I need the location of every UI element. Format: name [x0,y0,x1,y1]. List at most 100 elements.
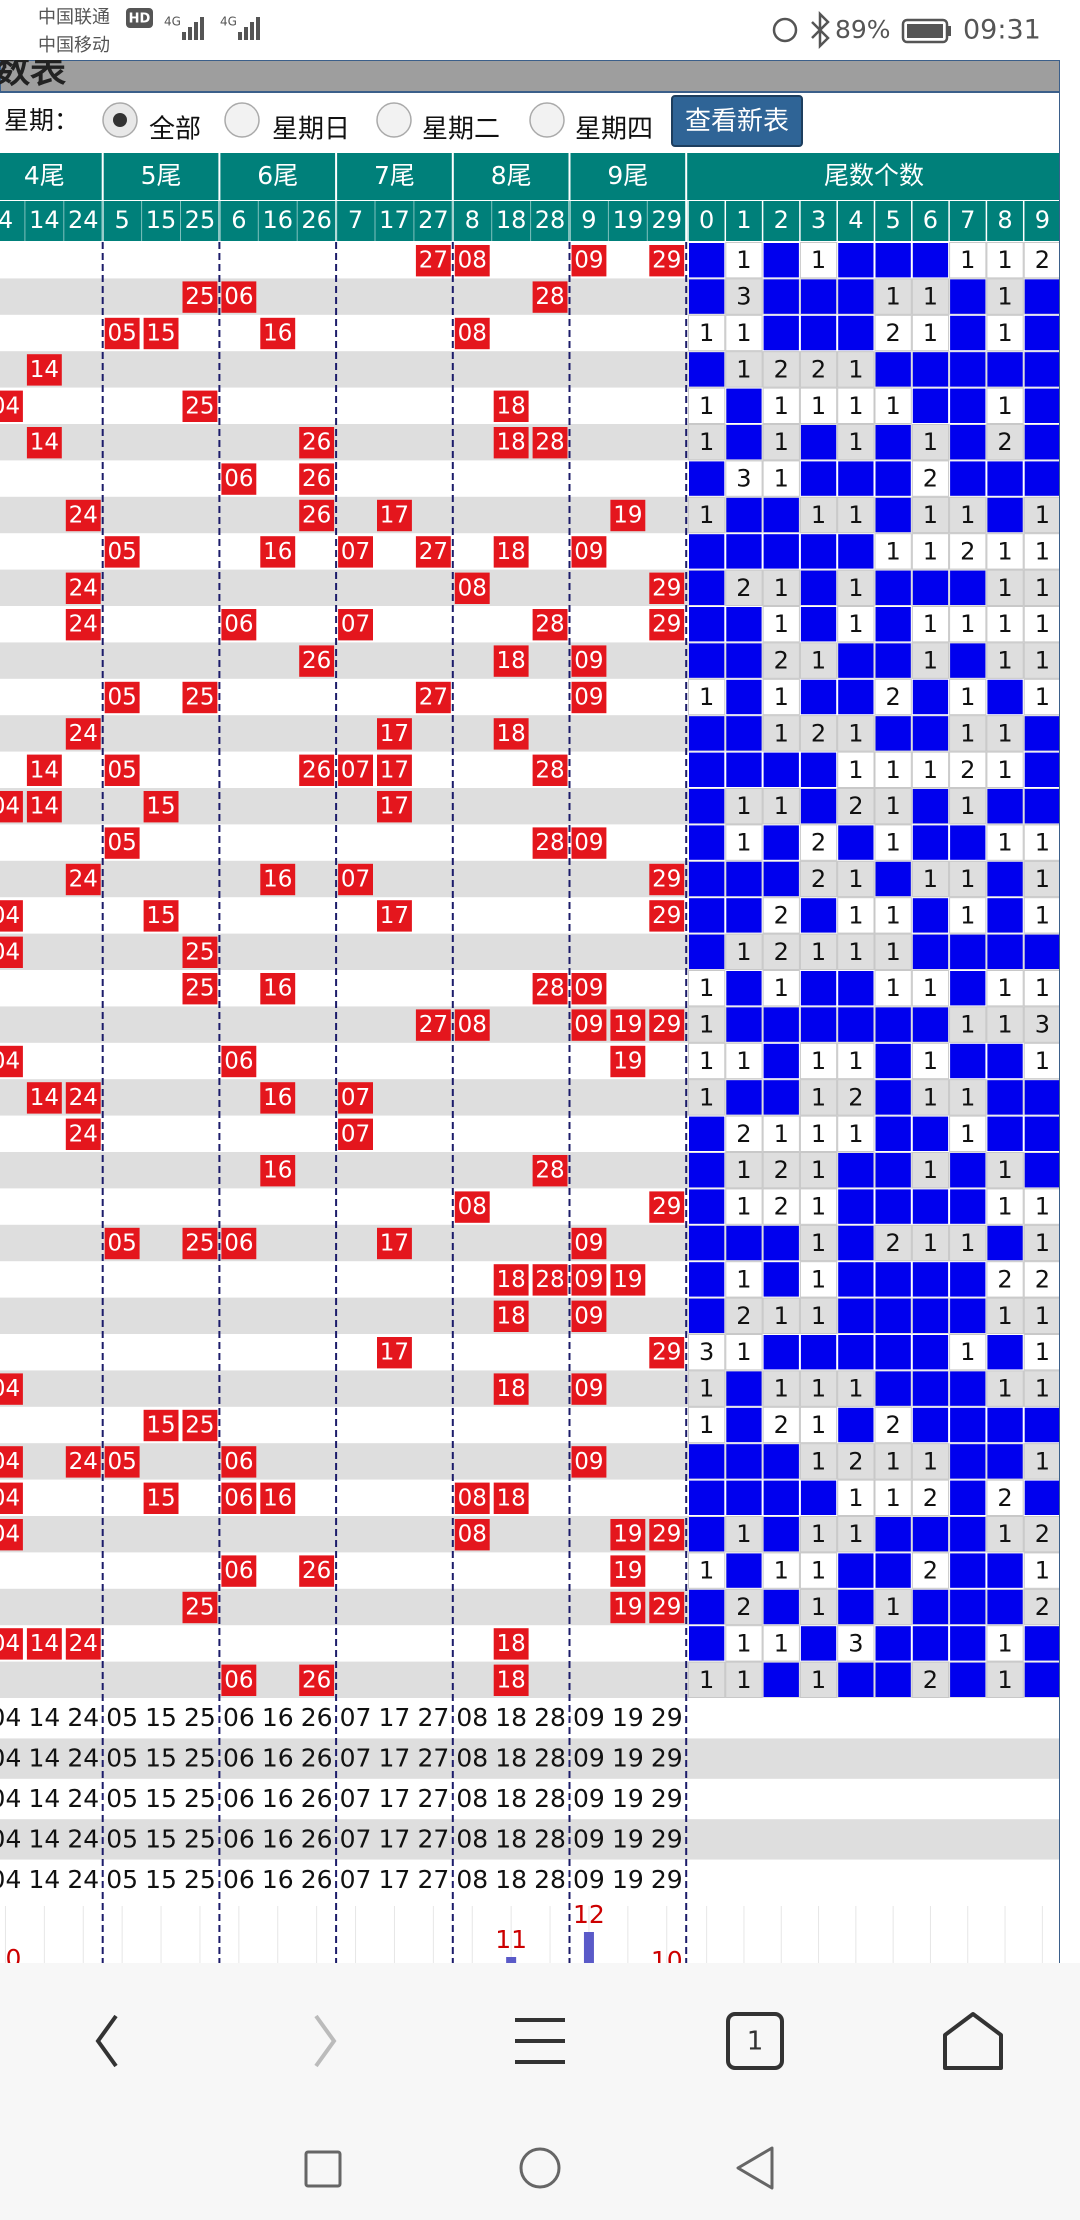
red-cell [571,1227,607,1260]
count-cell [1023,1042,1060,1080]
count-number: 2 [774,647,789,675]
count-cell [762,678,800,716]
count-number: 2 [736,1120,751,1148]
count-number: 1 [848,355,863,383]
footer-number: 09 [573,1744,605,1773]
blue-cell [1024,425,1060,460]
tabs-button[interactable] [726,2012,784,2070]
radio-label[interactable]: 星期二 [422,115,500,145]
red-number: 18 [497,1631,526,1657]
red-number: 07 [341,867,370,893]
blue-cell [838,1298,874,1333]
count-header: 尾数个数 [824,161,924,190]
view-button-label[interactable]: 查看新表 [685,107,789,137]
red-cell [649,572,685,604]
count-cell [911,606,950,643]
footer-number: 07 [340,1784,372,1813]
back-key[interactable] [736,2146,774,2190]
blue-cell [987,789,1023,824]
network: 4G [220,15,237,29]
count-number: 1 [774,1375,789,1403]
count-number: 1 [960,610,975,638]
footer-number: 25 [184,1703,216,1732]
battery-icon [901,18,949,44]
count-number: 1 [923,537,938,565]
red-number: 14 [30,1085,59,1111]
red-number: 24 [69,1121,98,1147]
radio[interactable] [224,102,260,138]
red-cell [182,281,218,313]
view-button[interactable] [671,95,803,147]
count-cell [949,715,987,752]
count-number: 1 [848,392,863,420]
recents-button[interactable] [304,2150,342,2188]
radio-label[interactable]: 全部 [149,115,201,145]
count-number: 2 [997,1265,1012,1293]
blue-cell [912,679,949,715]
blue-cell [689,1589,725,1625]
count-cell [688,678,726,716]
count-cell [1023,897,1060,934]
red-number: 15 [146,1413,175,1439]
count-number: 1 [848,1120,863,1148]
red-number: 29 [652,1340,681,1366]
blue-cell [950,1589,986,1625]
sub-header: 18 [496,206,527,234]
footer-number: 06 [223,1824,255,1853]
back-button[interactable] [95,2014,118,2068]
forward-button[interactable] [314,2014,337,2068]
radio-label[interactable]: 星期四 [575,115,653,145]
count-cell [762,1152,800,1189]
red-number: 24 [69,503,98,529]
footer-number: 16 [262,1824,294,1853]
blue-cell [875,643,911,678]
blue-cell [838,825,874,860]
red-number: 25 [185,1413,214,1439]
count-cell [688,496,726,534]
footer-number: 05 [106,1784,138,1813]
blue-cell [875,716,911,751]
red-number: 04 [0,1485,20,1511]
red-cell [0,1628,23,1660]
count-cell [725,314,763,352]
home-button[interactable] [943,2012,1003,2070]
home-key[interactable] [519,2147,561,2189]
red-cell [221,1482,257,1514]
footer-number: 04 [0,1703,21,1732]
blue-cell [689,570,725,605]
red-number: 29 [652,248,681,274]
radio[interactable] [376,102,412,138]
count-number: 1 [736,1666,751,1694]
blue-cell [800,1335,837,1370]
count-number: 1 [1035,1375,1050,1403]
radio-label[interactable]: 星期日 [272,115,350,145]
count-cell [799,824,838,861]
count-cell [874,970,912,1007]
blue-cell [875,1007,911,1042]
red-cell [532,427,568,459]
tab-count[interactable]: 1 [747,2027,764,2057]
count-cell [688,314,726,352]
footer-number: 26 [301,1744,333,1773]
blue-cell [875,1043,911,1079]
blue-cell [875,1080,911,1115]
count-cell [911,1661,950,1698]
sub-header: 14 [29,206,60,234]
count-number: 2 [1035,1265,1050,1293]
red-cell [571,1300,607,1332]
group-header: 4尾 [24,161,65,190]
red-number: 19 [613,1522,642,1548]
count-number: 1 [923,501,938,529]
red-number: 08 [458,1012,487,1038]
red-cell [532,754,568,786]
blue-cell [987,352,1023,387]
count-cell [837,1479,875,1516]
red-number: 29 [652,903,681,929]
count-number: 2 [736,1593,751,1621]
blue-cell [1024,388,1060,423]
red-number: 06 [224,1485,253,1511]
footer-number: 29 [651,1703,683,1732]
radio[interactable] [529,102,565,138]
blue-cell [800,461,837,496]
red-cell [532,1155,568,1187]
